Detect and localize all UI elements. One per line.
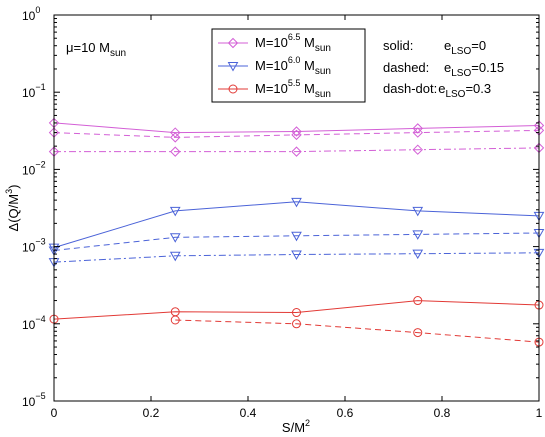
legend-label: M=106.5 Msun <box>255 32 331 54</box>
legend-marker <box>227 62 239 72</box>
data-point <box>291 231 302 242</box>
style-key-dashdot: dash-dot:eLSO=0.3 <box>383 81 491 100</box>
mu-annotation-sub: sun <box>110 48 126 59</box>
legend-label: M=106.0 Msun <box>255 55 331 77</box>
x-tick-label: 0.8 <box>434 406 451 420</box>
y-tick-label: 10−3 <box>22 237 46 255</box>
legend-entry-0: M=106.5 Msun <box>218 32 331 54</box>
data-point <box>170 146 181 157</box>
x-tick-label: 0.2 <box>143 406 160 420</box>
data-point <box>292 308 301 318</box>
style-key: solid: eLSO=0 dashed: eLSO=0.15 dash-dot:e… <box>383 38 504 100</box>
legend-marker <box>228 84 238 94</box>
y-tick-label: 10−2 <box>22 159 46 177</box>
x-tick-label: 0 <box>51 406 58 420</box>
data-point <box>291 129 302 141</box>
y-axis-label-tail: ) <box>6 185 21 189</box>
data-point <box>169 206 181 217</box>
chart-marks <box>48 117 545 347</box>
legend-entry-1: M=106.0 Msun <box>218 55 331 77</box>
style-key-dashed: dashed: eLSO=0.15 <box>383 60 504 79</box>
data-point <box>291 146 302 157</box>
data-point <box>170 315 180 325</box>
series-line <box>54 147 540 153</box>
data-point <box>413 328 423 338</box>
y-axis-label: Δ(Q/M3) <box>4 185 21 232</box>
series-line <box>53 129 540 138</box>
data-point <box>292 319 301 329</box>
series-line <box>175 319 540 343</box>
y-tick-label: 10−4 <box>22 314 46 332</box>
legend-marker <box>227 37 239 49</box>
x-axis-label-sup: 2 <box>305 418 310 428</box>
data-point <box>412 144 423 155</box>
data-point <box>412 206 424 217</box>
y-tick-label: 10−5 <box>22 391 46 409</box>
series-line <box>53 300 540 320</box>
series-line <box>53 232 540 251</box>
x-tick-label: 1 <box>536 406 543 420</box>
series-1 <box>48 125 545 143</box>
x-tick-label: 0.4 <box>240 406 257 420</box>
data-point <box>412 127 423 138</box>
series-line <box>53 252 540 263</box>
x-tick-label: 0.6 <box>337 406 354 420</box>
data-point <box>291 250 302 261</box>
y-tick-label: 100 <box>22 5 40 23</box>
data-point <box>291 197 302 208</box>
series-4 <box>48 229 545 257</box>
data-point <box>413 296 423 306</box>
data-point <box>412 230 424 240</box>
data-point <box>170 132 181 143</box>
data-point <box>291 126 302 137</box>
data-point <box>169 233 181 243</box>
legend-entry-2: M=105.5 Msun <box>218 78 331 100</box>
y-tick-label: 10−1 <box>22 82 46 100</box>
style-key-solid: solid: eLSO=0 <box>383 38 486 57</box>
x-axis-label: S/M2 <box>282 418 310 435</box>
legend-label: M=105.5 Msun <box>255 78 331 100</box>
axis-ticks: 0 0.2 0.4 0.6 0.8 1 10−5 10−4 10−3 10−2 10−1 100 <box>22 5 543 420</box>
series-line <box>53 201 540 249</box>
plot-frame <box>53 14 540 402</box>
data-point <box>412 249 424 260</box>
data-point <box>169 251 181 262</box>
mu-annotation: μ=10 Msun <box>66 40 126 59</box>
series-line <box>53 122 540 134</box>
y-axis-label-sup: 3 <box>4 189 14 194</box>
